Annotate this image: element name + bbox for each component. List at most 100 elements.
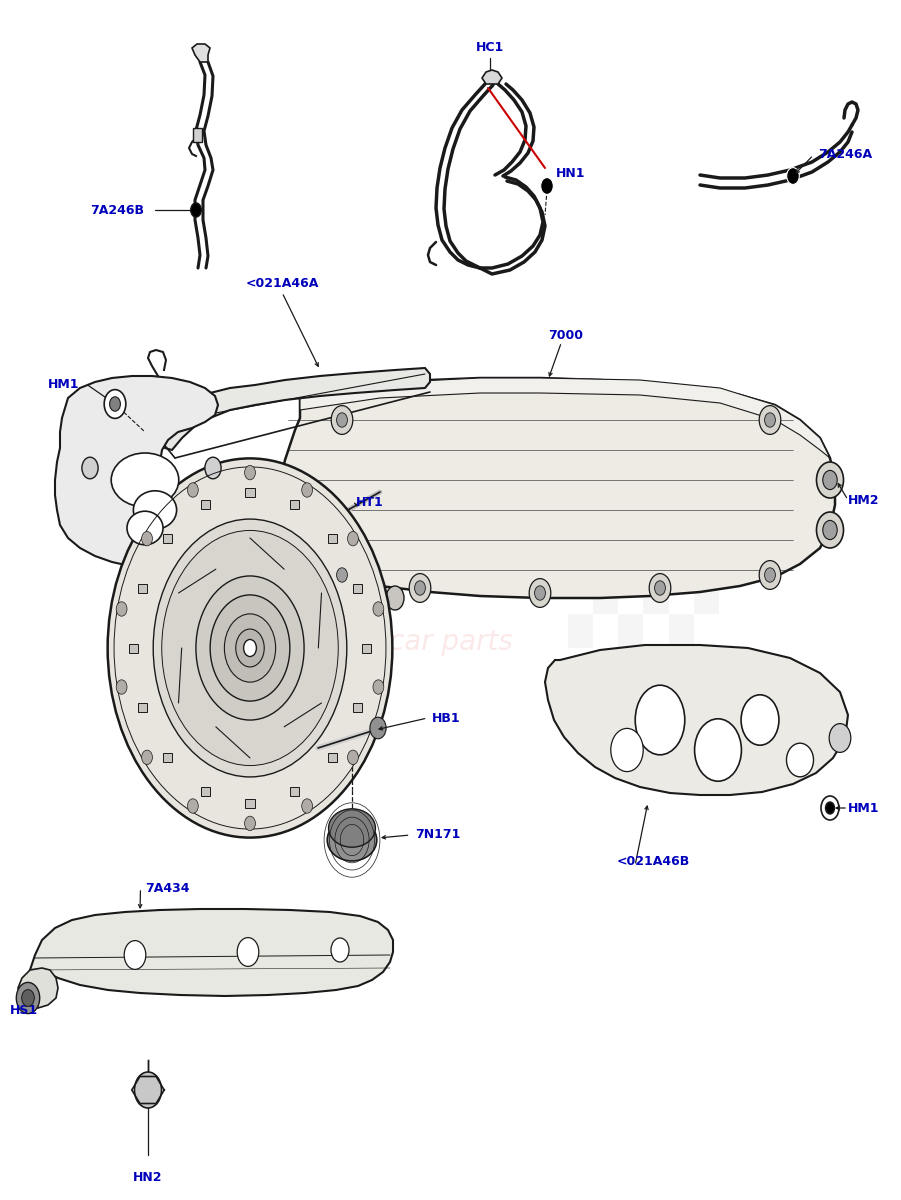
Bar: [669, 547, 694, 581]
Circle shape: [386, 586, 404, 610]
Bar: [618, 480, 643, 514]
Bar: [643, 581, 669, 614]
Text: car parts: car parts: [388, 628, 513, 656]
Polygon shape: [18, 968, 58, 1008]
Circle shape: [373, 601, 384, 616]
Circle shape: [534, 586, 545, 600]
Polygon shape: [55, 376, 228, 566]
Circle shape: [107, 458, 392, 838]
Circle shape: [409, 574, 431, 602]
Text: HC1: HC1: [476, 41, 505, 54]
Bar: [593, 581, 618, 614]
Circle shape: [116, 680, 127, 695]
Circle shape: [191, 203, 202, 217]
Circle shape: [302, 799, 313, 814]
Circle shape: [825, 802, 834, 814]
Circle shape: [134, 1072, 161, 1108]
Polygon shape: [545, 646, 848, 794]
Text: <021A46A: <021A46A: [245, 277, 319, 290]
Bar: [643, 514, 669, 547]
Text: 7000: 7000: [548, 329, 583, 342]
Ellipse shape: [787, 743, 814, 776]
Circle shape: [414, 581, 425, 595]
Text: HM1: HM1: [848, 802, 879, 815]
Circle shape: [816, 512, 843, 548]
Circle shape: [816, 462, 843, 498]
Circle shape: [110, 397, 121, 412]
Bar: [669, 614, 694, 648]
Circle shape: [187, 482, 198, 497]
Circle shape: [823, 470, 837, 490]
Circle shape: [541, 178, 553, 194]
Polygon shape: [192, 44, 210, 62]
Circle shape: [331, 938, 349, 962]
Circle shape: [332, 406, 353, 434]
Circle shape: [529, 578, 551, 607]
Bar: [694, 514, 719, 547]
FancyBboxPatch shape: [163, 754, 172, 762]
Text: HN1: HN1: [556, 167, 586, 180]
FancyBboxPatch shape: [201, 787, 210, 796]
Circle shape: [22, 990, 34, 1007]
Bar: [694, 581, 719, 614]
Circle shape: [302, 482, 313, 497]
Ellipse shape: [127, 511, 163, 545]
Circle shape: [829, 724, 851, 752]
FancyBboxPatch shape: [138, 584, 147, 593]
Circle shape: [244, 466, 255, 480]
FancyBboxPatch shape: [201, 500, 210, 509]
Text: 7A246B: 7A246B: [90, 204, 144, 216]
Circle shape: [821, 796, 839, 820]
Circle shape: [210, 595, 290, 701]
Circle shape: [82, 457, 98, 479]
Circle shape: [16, 983, 40, 1014]
Circle shape: [116, 601, 127, 616]
Ellipse shape: [742, 695, 779, 745]
FancyBboxPatch shape: [328, 534, 337, 542]
FancyBboxPatch shape: [245, 799, 254, 808]
FancyBboxPatch shape: [129, 643, 138, 653]
FancyBboxPatch shape: [353, 584, 362, 593]
Circle shape: [370, 718, 387, 739]
FancyBboxPatch shape: [328, 754, 337, 762]
Circle shape: [337, 568, 348, 582]
Bar: [568, 480, 593, 514]
Text: HM2: HM2: [848, 493, 879, 506]
Circle shape: [105, 390, 126, 419]
Text: 7N171: 7N171: [415, 828, 460, 841]
Text: HN2: HN2: [133, 1171, 163, 1184]
Circle shape: [124, 941, 146, 970]
Ellipse shape: [635, 685, 685, 755]
FancyBboxPatch shape: [245, 488, 254, 497]
Circle shape: [348, 532, 359, 546]
Text: HT1: HT1: [356, 496, 384, 509]
Text: 7A246A: 7A246A: [818, 149, 872, 162]
Circle shape: [332, 560, 353, 589]
Circle shape: [760, 406, 781, 434]
Circle shape: [244, 816, 255, 830]
Ellipse shape: [329, 809, 376, 847]
Text: HM1: HM1: [48, 378, 79, 391]
Circle shape: [162, 530, 338, 766]
Bar: [618, 614, 643, 648]
Bar: [618, 547, 643, 581]
Bar: [643, 446, 669, 480]
Circle shape: [348, 750, 359, 764]
Circle shape: [655, 581, 666, 595]
FancyBboxPatch shape: [138, 703, 147, 712]
Circle shape: [337, 413, 348, 427]
Text: <021A46B: <021A46B: [617, 854, 690, 868]
Text: HB1: HB1: [432, 712, 460, 725]
Circle shape: [224, 614, 276, 682]
Bar: [568, 547, 593, 581]
Circle shape: [237, 937, 259, 966]
Bar: [568, 614, 593, 648]
Circle shape: [205, 457, 221, 479]
Circle shape: [765, 413, 776, 427]
Bar: [669, 480, 694, 514]
Ellipse shape: [133, 491, 177, 529]
Circle shape: [760, 560, 781, 589]
Circle shape: [611, 728, 643, 772]
FancyBboxPatch shape: [362, 643, 371, 653]
Circle shape: [787, 168, 799, 185]
